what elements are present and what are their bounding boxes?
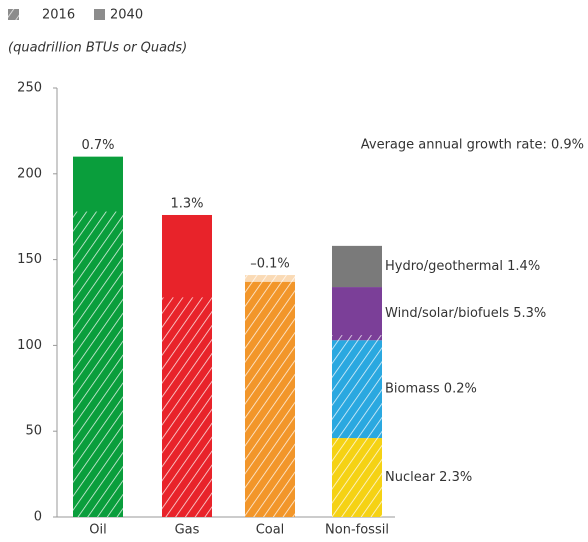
segment-label: Wind/solar/biofuels 5.3% [385,306,546,321]
growth-label: 0.7% [81,138,114,153]
x-tick-label: Gas [175,523,200,538]
segment-label: Hydro/geothermal 1.4% [385,259,540,274]
y-tick-label: 0 [34,510,42,525]
bar-2016 [245,275,295,517]
x-tick-label: Non-fossil [325,523,389,538]
y-tick-label: 250 [17,81,42,96]
y-tick-label: 50 [25,424,42,439]
growth-label: 1.3% [170,196,203,211]
x-tick-label: Oil [89,523,106,538]
growth-label: –0.1% [250,257,290,272]
legend-swatch [94,9,105,20]
legend-label: 2016 [42,8,75,23]
bar-segment [332,245,382,288]
segment-label: Biomass 0.2% [385,382,477,397]
legend-swatch [8,9,19,20]
bar-2016 [332,335,382,517]
y-tick-label: 100 [17,338,42,353]
y-tick-label: 200 [17,166,42,181]
annotation: Average annual growth rate: 0.9% [361,138,584,153]
y-tick-label: 150 [17,252,42,267]
subtitle: (quadrillion BTUs or Quads) [8,41,187,56]
bar-2016 [162,297,212,517]
legend-label: 2040 [110,8,143,23]
x-tick-label: Coal [256,523,285,538]
bar-segment [332,287,382,341]
segment-label: Nuclear 2.3% [385,470,472,485]
bar-2016 [73,211,123,517]
